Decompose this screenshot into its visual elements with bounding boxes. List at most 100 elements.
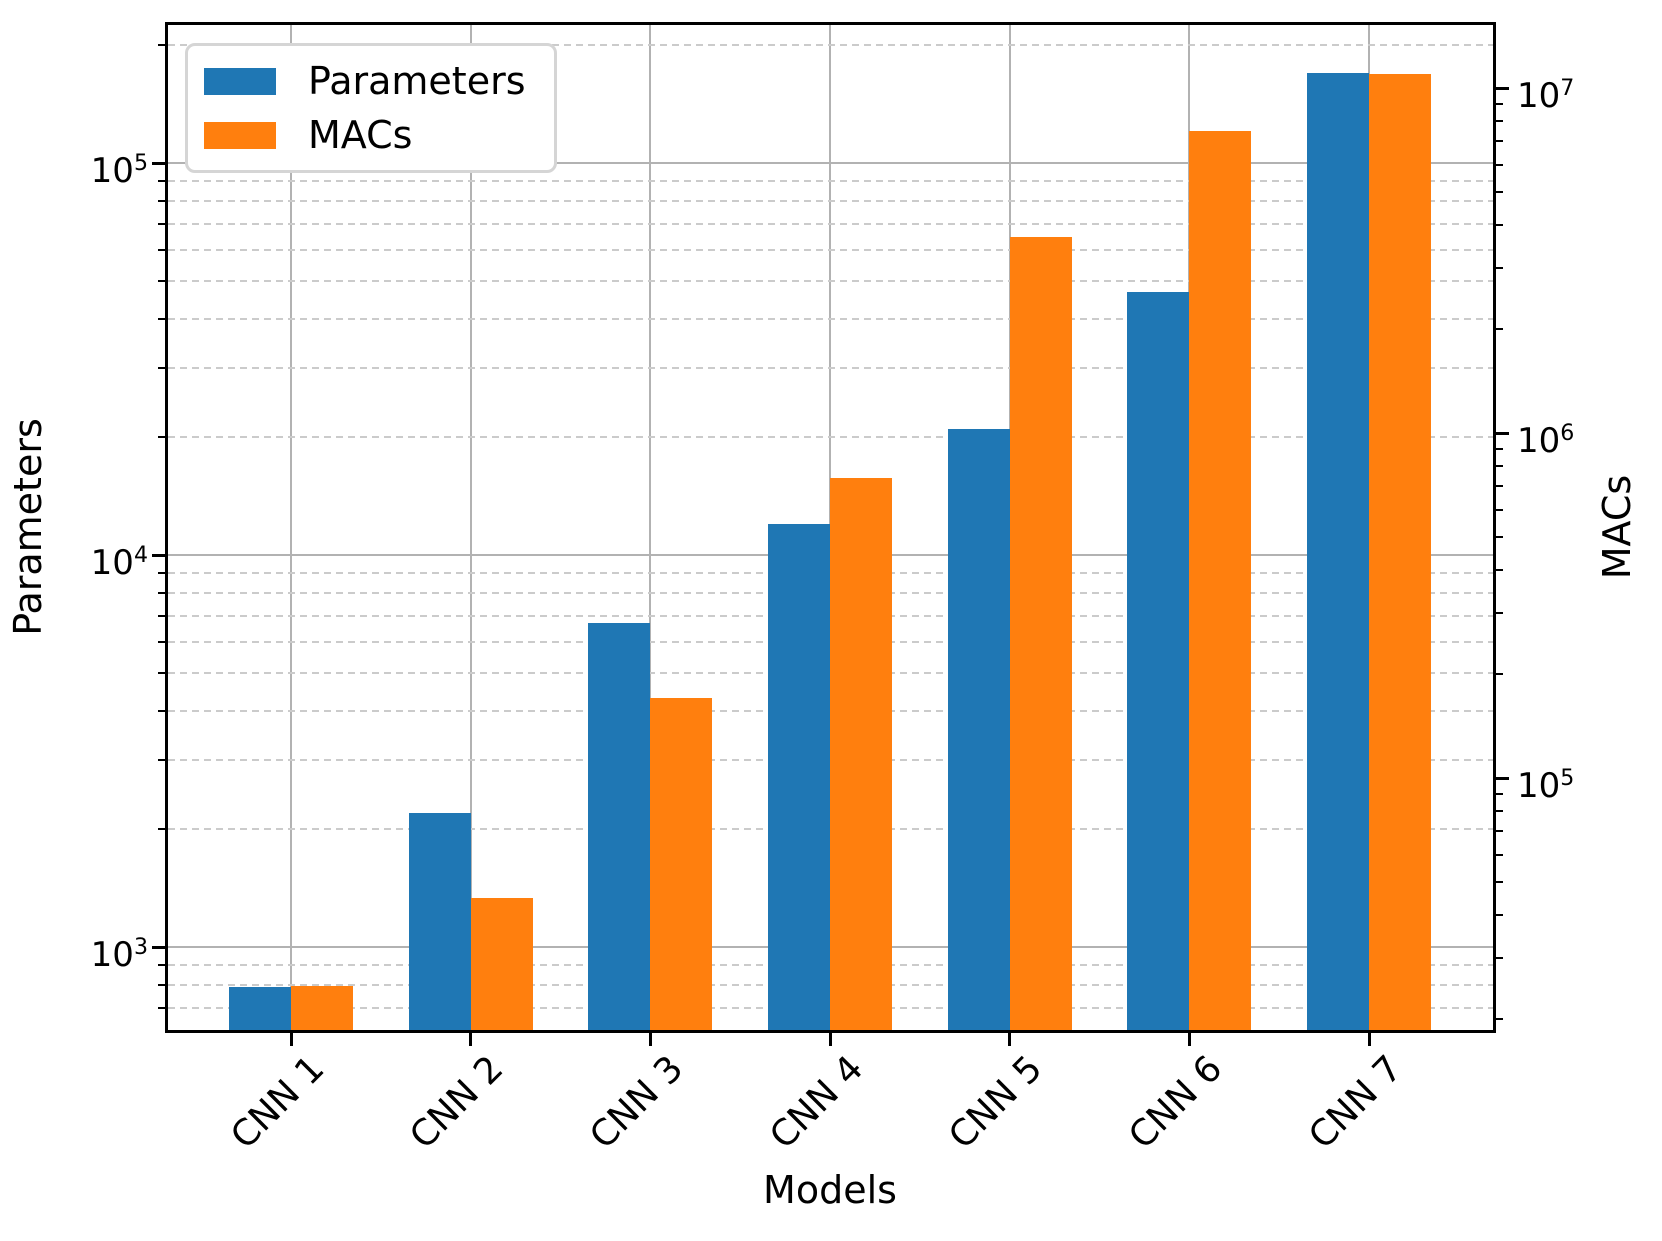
legend: Parameters MACs <box>185 43 557 173</box>
gridline-minor-h <box>168 179 1493 182</box>
y-minor-tick-right <box>1496 1018 1503 1021</box>
y-minor-tick-right <box>1496 163 1503 166</box>
gridline-minor-h <box>168 43 1493 46</box>
legend-item-macs: MACs <box>204 113 526 157</box>
bar-macs-cnn-1 <box>291 985 353 1030</box>
y-minor-tick-left <box>158 983 165 986</box>
y-minor-tick-right <box>1496 328 1503 331</box>
legend-swatch-parameters <box>204 67 276 95</box>
plot-canvas <box>168 25 1493 1030</box>
y-tick-label-left: 104 <box>90 542 148 584</box>
legend-swatch-macs <box>204 121 276 149</box>
y-minor-tick-right <box>1496 485 1503 488</box>
y-minor-tick-right <box>1496 880 1503 883</box>
x-tick-label: CNN 7 <box>1300 1048 1411 1158</box>
y-minor-tick-left <box>158 435 165 438</box>
bar-parameters-cnn-7 <box>1307 72 1369 1030</box>
x-tick-label: CNN 1 <box>222 1048 332 1158</box>
y-minor-tick-left <box>158 280 165 282</box>
x-tick <box>469 1033 473 1046</box>
bar-macs-cnn-4 <box>830 478 892 1030</box>
y-major-tick-right <box>1496 776 1509 780</box>
y-minor-tick-right <box>1496 673 1503 676</box>
y-minor-tick-left <box>158 827 165 830</box>
y-minor-tick-left <box>158 591 165 594</box>
y-minor-tick-right <box>1496 957 1503 960</box>
gridline-minor-h <box>168 366 1493 369</box>
y-major-tick-right <box>1496 86 1509 90</box>
y-minor-tick-left <box>158 317 165 320</box>
gridline-vertical <box>649 25 652 1030</box>
y-tick-label-right: 105 <box>1517 765 1575 807</box>
y-minor-tick-right <box>1496 612 1503 615</box>
bar-macs-cnn-3 <box>650 698 713 1030</box>
bar-parameters-cnn-1 <box>229 987 291 1030</box>
y-minor-tick-right <box>1496 792 1503 795</box>
legend-label-macs: MACs <box>308 113 413 157</box>
x-tick-label: CNN 2 <box>402 1048 512 1158</box>
y-minor-tick-right <box>1496 853 1503 856</box>
bar-macs-cnn-5 <box>1009 236 1072 1030</box>
y-minor-tick-right <box>1496 830 1503 833</box>
x-tick <box>1367 1033 1371 1046</box>
gridline-minor-h <box>168 222 1493 225</box>
x-tick-label: CNN 4 <box>761 1048 872 1158</box>
y-tick-label-right: 106 <box>1517 420 1575 462</box>
bar-parameters-cnn-5 <box>947 428 1010 1030</box>
y-minor-tick-right <box>1496 120 1503 123</box>
y-minor-tick-left <box>158 248 165 251</box>
x-axis-title: Models <box>763 1168 897 1212</box>
x-tick <box>289 1033 293 1046</box>
y-minor-tick-right <box>1496 267 1503 270</box>
y-major-tick-left <box>152 945 165 949</box>
bar-parameters-cnn-4 <box>768 523 830 1030</box>
y-minor-tick-left <box>158 179 165 182</box>
y-minor-tick-left <box>158 1006 165 1009</box>
y-minor-tick-right <box>1496 810 1503 813</box>
bar-macs-cnn-6 <box>1189 131 1252 1030</box>
legend-item-parameters: Parameters <box>204 59 526 103</box>
y-minor-tick-left <box>158 709 165 712</box>
y-tick-label-left: 105 <box>90 150 148 192</box>
x-tick <box>1187 1033 1191 1046</box>
gridline-vertical <box>469 25 472 1030</box>
y-minor-tick-right <box>1496 914 1503 917</box>
y-minor-tick-left <box>158 963 165 966</box>
y-minor-tick-right <box>1496 508 1503 511</box>
gridline-minor-h <box>168 435 1493 438</box>
y-axis-title-left: Parameters <box>6 418 50 636</box>
y-minor-tick-left <box>158 571 165 574</box>
gridline-minor-h <box>168 280 1493 282</box>
gridline-minor-h <box>168 317 1493 320</box>
plot-area: Parameters MACs <box>165 22 1496 1033</box>
y-major-tick-left <box>152 161 165 165</box>
y-minor-tick-right <box>1496 224 1503 227</box>
x-tick-label: CNN 5 <box>941 1048 1051 1158</box>
gridline-vertical <box>290 25 292 1030</box>
gridline-minor-h <box>168 248 1493 251</box>
y-minor-tick-left <box>158 366 165 369</box>
bar-macs-cnn-2 <box>470 897 533 1030</box>
y-minor-tick-left <box>158 758 165 761</box>
bar-macs-cnn-7 <box>1369 73 1431 1030</box>
y-axis-title-right: MACs <box>1595 474 1639 580</box>
legend-label-parameters: Parameters <box>308 59 526 103</box>
y-minor-tick-left <box>158 222 165 225</box>
y-minor-tick-right <box>1496 535 1503 538</box>
x-tick-label: CNN 6 <box>1121 1048 1231 1158</box>
y-minor-tick-left <box>158 672 165 674</box>
y-minor-tick-right <box>1496 465 1503 468</box>
gridline-major-h <box>168 162 1493 164</box>
y-minor-tick-left <box>158 640 165 643</box>
x-tick <box>1008 1033 1012 1046</box>
bar-parameters-cnn-2 <box>408 812 471 1030</box>
bar-parameters-cnn-6 <box>1127 291 1190 1030</box>
y-minor-tick-left <box>158 199 165 202</box>
y-minor-tick-left <box>158 43 165 46</box>
y-tick-label-right: 107 <box>1517 75 1575 117</box>
y-minor-tick-right <box>1496 569 1503 572</box>
y-minor-tick-left <box>158 614 165 617</box>
gridline-minor-h <box>168 199 1493 202</box>
x-tick <box>828 1033 832 1046</box>
y-minor-tick-right <box>1496 190 1503 193</box>
